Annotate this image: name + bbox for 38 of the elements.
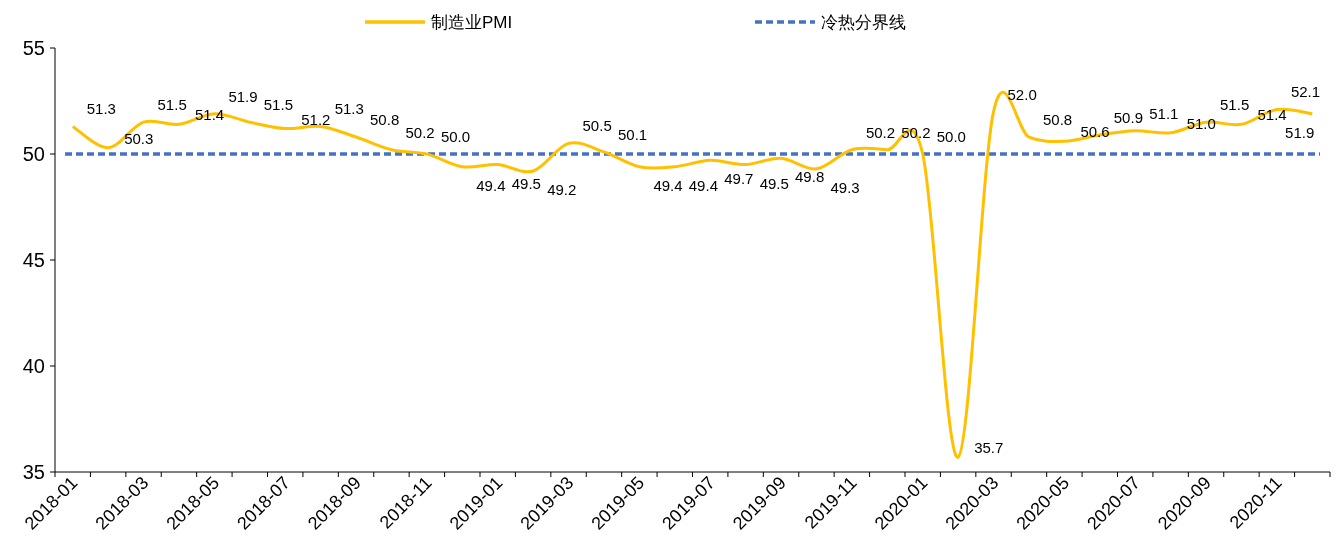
data-label: 50.9 (1113, 108, 1143, 126)
data-label: 49.2 (547, 180, 577, 198)
y-tick-label: 45 (22, 249, 45, 271)
data-label: 49.5 (759, 174, 789, 192)
data-label: 51.5 (157, 96, 187, 114)
data-label: 51.2 (301, 110, 331, 128)
data-label: 51.3 (86, 100, 116, 118)
data-label: 50.2 (405, 123, 435, 141)
data-label: 50.2 (865, 123, 896, 141)
legend-label: 制造业PMI (431, 13, 513, 32)
data-label: 51.3 (334, 100, 364, 118)
legend-label: 冷热分界线 (821, 13, 906, 32)
data-label: 50.8 (370, 111, 400, 129)
data-label: 52.1 (1290, 83, 1321, 101)
data-label: 35.7 (974, 439, 1004, 457)
data-label: 51.9 (1285, 123, 1315, 141)
data-label: 51.1 (1149, 104, 1179, 122)
data-label: 49.4 (476, 176, 506, 194)
data-label: 51.9 (228, 87, 258, 105)
data-label: 50.0 (440, 128, 471, 145)
data-label: 49.4 (653, 176, 683, 194)
data-label: 50.5 (582, 117, 612, 135)
data-label: 50.8 (1042, 111, 1073, 129)
y-tick-label: 35 (22, 461, 45, 483)
y-tick-label: 55 (22, 37, 45, 59)
y-tick-label: 40 (22, 355, 45, 377)
data-label: 50.3 (124, 129, 154, 147)
data-label: 49.8 (795, 168, 825, 186)
data-label: 49.4 (688, 176, 718, 194)
data-label: 49.5 (511, 174, 541, 192)
data-label: 49.7 (724, 170, 754, 188)
data-label: 50.1 (617, 125, 648, 143)
data-label: 51.5 (263, 96, 293, 114)
data-label: 50.0 (936, 128, 966, 145)
y-tick-label: 50 (22, 143, 45, 165)
data-label: 52.0 (1007, 85, 1037, 103)
data-label: 49.3 (830, 178, 860, 196)
data-label: 51.5 (1220, 96, 1250, 114)
